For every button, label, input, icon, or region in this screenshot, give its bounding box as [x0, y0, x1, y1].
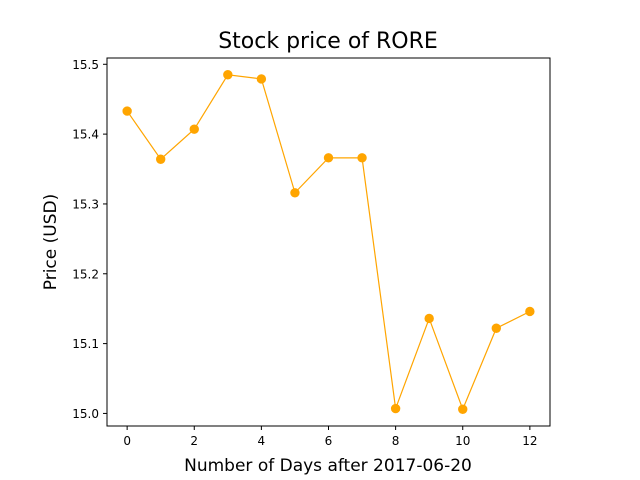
y-tick-label: 15.3	[72, 197, 99, 211]
data-point	[290, 188, 300, 198]
x-tick-label: 10	[455, 434, 470, 448]
data-point	[223, 70, 233, 80]
data-point	[390, 403, 401, 414]
data-point	[357, 153, 367, 163]
x-axis-label: Number of Days after 2017-06-20	[184, 456, 472, 476]
x-tick-label: 8	[392, 434, 400, 448]
data-point	[323, 153, 334, 163]
y-tick-label: 15.4	[72, 128, 99, 142]
data-point	[189, 124, 199, 134]
data-point	[122, 106, 132, 116]
data-point	[458, 404, 468, 414]
y-tick-label: 15.2	[72, 267, 99, 281]
data-point	[156, 154, 166, 164]
x-tick-label: 6	[325, 434, 333, 448]
x-axis-ticks: 0 2 4 6 8 10 12	[123, 426, 538, 448]
plot-background	[107, 58, 550, 426]
y-tick-label: 15.5	[72, 58, 99, 72]
y-axis-label: Price (USD)	[41, 194, 61, 290]
x-tick-label: 12	[522, 434, 537, 448]
series-layer	[122, 70, 535, 414]
data-point	[256, 74, 267, 84]
x-tick-label: 4	[258, 434, 266, 448]
data-point	[424, 313, 434, 324]
chart-title: Stock price of RORE	[218, 29, 438, 54]
data-point	[525, 306, 535, 317]
y-tick-label: 15.1	[72, 337, 99, 351]
y-tick-label: 15.0	[72, 407, 99, 421]
y-axis-ticks: 15.0 15.1 15.2 15.3 15.4 15.5	[72, 58, 107, 421]
data-point	[491, 323, 501, 333]
x-tick-label: 0	[123, 434, 131, 448]
x-tick-label: 2	[190, 434, 198, 448]
